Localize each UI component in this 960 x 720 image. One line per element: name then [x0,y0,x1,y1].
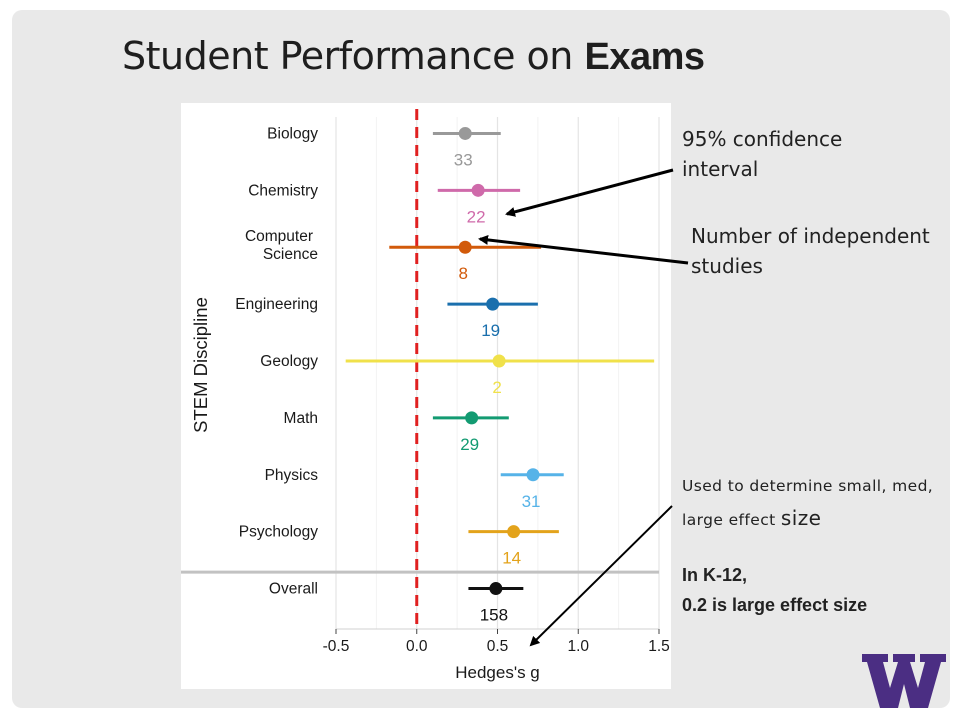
estimate-point-physics [526,468,540,482]
annotation-k12-line2: 0.2 is large effect size [682,595,868,615]
category-label: Engineering [235,296,318,313]
uw-w-logo-icon [862,654,946,708]
category-label: Chemistry [248,182,318,199]
category-label: Math [284,410,318,427]
study-count-label: 8 [458,264,467,283]
category-label: Overall [269,581,318,598]
x-tick-label: 1.0 [567,638,589,655]
annotation-k12: In K-12, 0.2 is large effect size [682,560,952,620]
x-tick-label: 0.0 [406,638,428,655]
estimate-point-engineering [486,297,500,311]
slide-title-regular: Student Performance on [122,34,585,78]
category-label: Physics [265,467,319,484]
study-count-label: 22 [467,207,486,226]
study-count-label: 31 [522,492,541,511]
forest-plot-svg: 33 Biology 22 Chemistry 8 Computer Science 19 En… [181,109,670,682]
category-label: Computer Science [245,228,318,263]
annotation-effect-size-text: Used to determine small, med, large effe… [682,477,934,529]
category-label: Psychology [239,524,319,541]
x-axis-label: Hedges's g [455,663,540,682]
category-label: Biology [267,125,318,142]
study-count-label: 158 [480,606,508,625]
annotation-k12-line1: In K-12, [682,565,748,585]
annotation-effect-size: Used to determine small, med, large effe… [682,470,942,536]
estimate-point-geology [492,354,506,368]
study-count-label: 19 [481,321,500,340]
slide-title-bold: Exams [584,36,705,78]
annotation-number-of-studies: Number of independent studies [691,224,930,278]
study-count-label: 2 [492,378,501,397]
estimate-point-chemistry [471,183,485,197]
estimate-point-math [465,411,479,425]
category-label: Geology [260,353,318,370]
x-tick-label: 0.5 [487,638,509,655]
study-count-label: 29 [460,435,479,454]
study-count-label: 33 [454,150,473,169]
annotation-confidence-interval: 95% confidence interval [682,127,843,181]
estimate-point-computer-science [458,240,472,254]
y-axis-label: STEM Discipline [190,297,211,433]
x-tick-label: -0.5 [323,638,350,655]
x-tick-label: 1.5 [648,638,670,655]
study-count-label: 14 [502,549,521,568]
slide-title: Student Performance on Exams [122,34,705,79]
annotation-effect-size-word: size [780,506,822,530]
forest-plot: 33 Biology 22 Chemistry 8 Computer Science 19 En… [181,103,671,689]
estimate-point-biology [458,126,472,140]
estimate-point-overall [489,582,503,596]
estimate-point-psychology [507,525,521,539]
